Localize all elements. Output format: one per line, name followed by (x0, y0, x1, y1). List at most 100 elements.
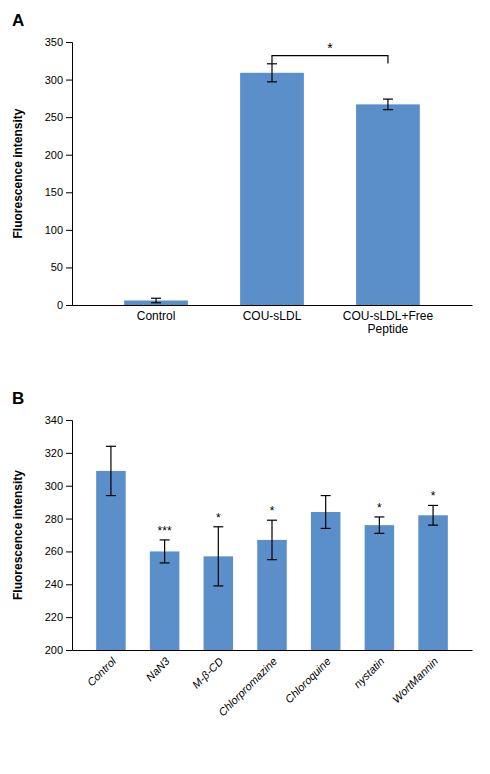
y-tick-label: 240 (45, 578, 63, 590)
panel-label: B (12, 389, 24, 408)
y-tick-mark (66, 42, 72, 43)
y-tick-label: 350 (45, 36, 63, 48)
x-axis-line (73, 650, 473, 651)
y-tick: 240 (45, 578, 72, 590)
y-tick: 200 (45, 644, 72, 656)
y-tick-label: 200 (45, 149, 63, 161)
panel: 200220240260280300320340ControlNaN3M-β-C… (11, 389, 473, 718)
y-tick: 50 (51, 261, 72, 273)
significance-label: * (216, 511, 221, 525)
error-bar-cap (374, 516, 384, 517)
y-tick-mark (66, 519, 72, 520)
error-bar-cap (213, 585, 223, 586)
error-bar-stem (387, 99, 388, 110)
error-bar-stem (271, 64, 272, 82)
y-tick-mark (66, 192, 72, 193)
x-tick: nystatin (351, 650, 386, 690)
significance-label: * (377, 501, 382, 515)
error-bar-stem (218, 527, 219, 586)
x-tick-label: Control (85, 655, 119, 689)
y-tick: 350 (45, 36, 72, 48)
error-bar-stem (271, 520, 272, 559)
error-bar-cap (428, 505, 438, 506)
x-tick-label: M-β-CD (190, 655, 226, 691)
x-tick: WortMannin (390, 650, 440, 705)
error-bar-cap (383, 99, 393, 100)
y-tick: 100 (45, 224, 72, 236)
x-tick-label: Chlorpromazine (216, 655, 279, 718)
y-tick: 320 (45, 447, 72, 459)
marks (96, 446, 448, 650)
x-tick-label-line: COU-sLDL (243, 309, 302, 323)
y-tick-mark (66, 551, 72, 552)
y-tick-mark (66, 80, 72, 81)
error-bar (160, 540, 170, 563)
significance-label: *** (158, 524, 172, 538)
error-bar (106, 446, 116, 495)
error-bar-stem (325, 496, 326, 529)
annotations: ******* (158, 489, 436, 538)
error-bar-cap (160, 539, 170, 540)
error-bar-cap (106, 495, 116, 496)
bar (365, 525, 395, 650)
x-axis: Control COU-sLDL COU-sLDL+FreePeptide (73, 305, 473, 336)
y-tick-label: 300 (45, 480, 63, 492)
x-tick-label: COU-sLDL (243, 309, 302, 323)
y-tick-mark (66, 117, 72, 118)
x-tick-label: WortMannin (390, 655, 440, 705)
annotations: * (272, 40, 388, 64)
x-tick: Chloroquine (282, 650, 332, 705)
figure: 0 50 100 150 200 250 300 350 Control COU-sLDL COU-… (0, 0, 490, 774)
y-tick-mark (66, 267, 72, 268)
y-tick: 220 (45, 611, 72, 623)
error-bar (428, 505, 438, 525)
bar (96, 471, 126, 650)
y-axis-title: Fluorescence intensity (11, 108, 25, 238)
y-tick: 200 (45, 149, 72, 161)
y-tick-mark (66, 305, 72, 306)
x-tick-label-line: COU-sLDL+Free (343, 309, 434, 323)
error-bar-cap (213, 526, 223, 527)
y-tick-label: 100 (45, 224, 63, 236)
error-bar-stem (379, 517, 380, 533)
error-bar-cap (383, 109, 393, 110)
y-tick: 340 (45, 414, 72, 426)
y-tick-label: 280 (45, 513, 63, 525)
x-tick: COU-sLDL (243, 305, 302, 323)
bar (150, 551, 180, 650)
error-bar-cap (160, 562, 170, 563)
x-tick-label-line: Control (137, 309, 176, 323)
y-tick: 300 (45, 480, 72, 492)
error-bar-cap (321, 495, 331, 496)
significance-label: * (327, 40, 333, 56)
y-tick-label: 0 (57, 299, 63, 311)
y-tick: 250 (45, 111, 72, 123)
x-axis-line (73, 305, 473, 306)
y-tick-mark (66, 230, 72, 231)
bar (418, 515, 448, 650)
bar (311, 512, 341, 650)
y-tick-mark (66, 155, 72, 156)
y-tick: 300 (45, 74, 72, 86)
y-tick: 280 (45, 513, 72, 525)
y-tick-label: 260 (45, 545, 63, 557)
x-tick: Control (85, 650, 119, 689)
y-tick-label: 200 (45, 644, 63, 656)
significance-label: * (270, 504, 275, 518)
y-tick-mark (66, 420, 72, 421)
x-tick-label: nystatin (351, 655, 386, 690)
error-bar-cap (374, 533, 384, 534)
error-bar (321, 496, 331, 529)
y-tick-mark (66, 486, 72, 487)
y-axis-line (66, 421, 73, 651)
error-bar (151, 298, 161, 303)
error-bar-stem (164, 540, 165, 563)
x-tick: Control (137, 305, 176, 323)
y-tick-label: 150 (45, 186, 63, 198)
x-tick-label: COU-sLDL+FreePeptide (343, 309, 434, 337)
y-axis-line (66, 43, 73, 306)
x-tick-label: Control (137, 309, 176, 323)
error-bar-stem (432, 505, 433, 525)
y-tick: 150 (45, 186, 72, 198)
error-bar-cap (151, 298, 161, 299)
